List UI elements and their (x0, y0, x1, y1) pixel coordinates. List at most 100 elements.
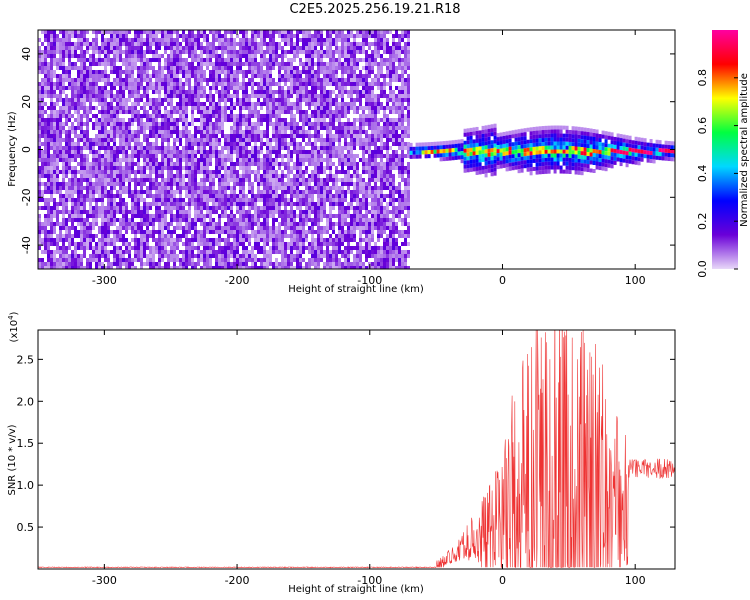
spectrogram-cell (122, 222, 125, 226)
spectrogram-cell (206, 134, 209, 142)
spectrogram-cell (149, 218, 152, 222)
spectrogram-cell (251, 50, 254, 54)
spectrogram-cell (254, 222, 257, 226)
spectrogram-cell (302, 130, 305, 134)
spectrogram-cell (263, 166, 266, 170)
spectrogram-cell (191, 98, 194, 102)
spectrogram-cell (272, 238, 275, 242)
spectrogram-cell (203, 246, 206, 250)
spectrogram-cell (296, 102, 299, 106)
spectrogram-cell (338, 162, 341, 166)
spectrogram-cell (332, 42, 335, 46)
spectrogram-cell (290, 198, 293, 202)
spectrogram-cell (71, 254, 74, 258)
spectrogram-cell (299, 166, 302, 170)
spectrogram-cell (74, 170, 77, 174)
spectrogram-cell (320, 50, 323, 54)
spectrogram-cell (302, 242, 305, 246)
spectrogram-cell (194, 34, 197, 38)
spectrogram-cell (296, 206, 299, 210)
spectrogram-cell (197, 46, 200, 50)
spectrogram-cell (56, 46, 59, 50)
spectrogram-cell (272, 30, 275, 38)
spectrogram-cell (98, 142, 101, 146)
spectrogram-cell (65, 54, 68, 58)
spectrogram-cell (38, 154, 41, 158)
spectrogram-cell (203, 46, 206, 50)
spectrogram-cell (137, 134, 140, 138)
spectrogram-cell (161, 154, 164, 158)
spectrogram-cell (185, 130, 188, 134)
spectrogram-cell (263, 34, 266, 38)
spectrogram-cell (215, 54, 218, 58)
spectrogram-cell (179, 66, 182, 70)
spectrogram-cell (239, 58, 242, 62)
spectrogram-cell (275, 90, 278, 94)
spectrogram-cell (62, 226, 65, 230)
spectrogram-cell (239, 222, 242, 226)
spectrogram-cell (266, 98, 269, 106)
spectrogram-cell (122, 110, 125, 114)
spectrogram-cell (167, 262, 170, 266)
spectrogram-cell (338, 246, 341, 254)
spectrogram-cell (338, 118, 341, 122)
spectrogram-cell (287, 166, 290, 170)
spectrogram-cell (230, 86, 233, 90)
spectrogram-cell (230, 38, 233, 42)
spectrogram-cell (116, 194, 119, 198)
spectrogram-cell (299, 50, 302, 54)
spectrogram-cell (137, 90, 140, 94)
spectrogram-cell (74, 214, 77, 218)
spectrogram-cell (128, 134, 131, 138)
spectrogram-cell (314, 130, 317, 134)
spectrogram-cell (149, 82, 152, 90)
spectrogram-cell (221, 94, 224, 102)
spectrogram-cell (95, 162, 98, 166)
spectrogram-cell (188, 178, 191, 186)
spectrogram-cell (230, 250, 233, 254)
spectrogram-cell (254, 178, 257, 182)
spectrogram-cell (281, 58, 284, 62)
spectrogram-cell (176, 118, 179, 122)
spectrogram-cell (317, 118, 320, 122)
spectrogram-cell (125, 174, 128, 178)
spectrogram-cell (287, 214, 290, 218)
spectrogram-cell (71, 158, 74, 162)
spectrogram-cell (341, 130, 344, 134)
spectrogram-cell (158, 46, 161, 50)
spectrogram-cell (107, 38, 110, 42)
spectrogram-cell (182, 50, 185, 54)
spectrogram-cell (254, 46, 257, 50)
spectrogram-cell (227, 58, 230, 62)
spectrogram-cell (107, 230, 110, 234)
spectrogram-cell (62, 130, 65, 134)
spectrogram-cell (125, 66, 128, 70)
spectrogram-cell (209, 230, 212, 234)
spectrogram-cell (122, 262, 125, 266)
spectrogram-cell (323, 230, 326, 234)
spectrogram-cell (296, 150, 299, 154)
spectrogram-cell (263, 246, 266, 250)
spectrogram-cell (140, 118, 143, 122)
spectrogram-cell (305, 178, 308, 182)
spectrogram-cell (56, 126, 59, 130)
spectrogram-cell (317, 98, 320, 106)
spectrogram-cell (254, 62, 257, 66)
spectrogram-cell (53, 62, 56, 66)
spectrogram-cell (95, 142, 98, 146)
spectrogram-cell (89, 74, 92, 78)
spectrogram-cell (215, 50, 218, 54)
spectrogram-cell (197, 158, 200, 162)
spectrogram-cell (89, 90, 92, 94)
spectrogram-cell (338, 142, 341, 146)
spectrogram-cell (125, 138, 128, 142)
spectrogram-cell (50, 130, 53, 134)
spectrogram-cell (287, 254, 290, 258)
spectrogram-cell (80, 222, 83, 226)
spectrogram-cell (56, 94, 59, 98)
spectrogram-cell (209, 162, 212, 166)
spectrogram-cell (260, 66, 263, 70)
spectrogram-cell (323, 214, 326, 218)
spectrogram-cell (137, 98, 140, 102)
spectrogram-cell (275, 190, 278, 198)
